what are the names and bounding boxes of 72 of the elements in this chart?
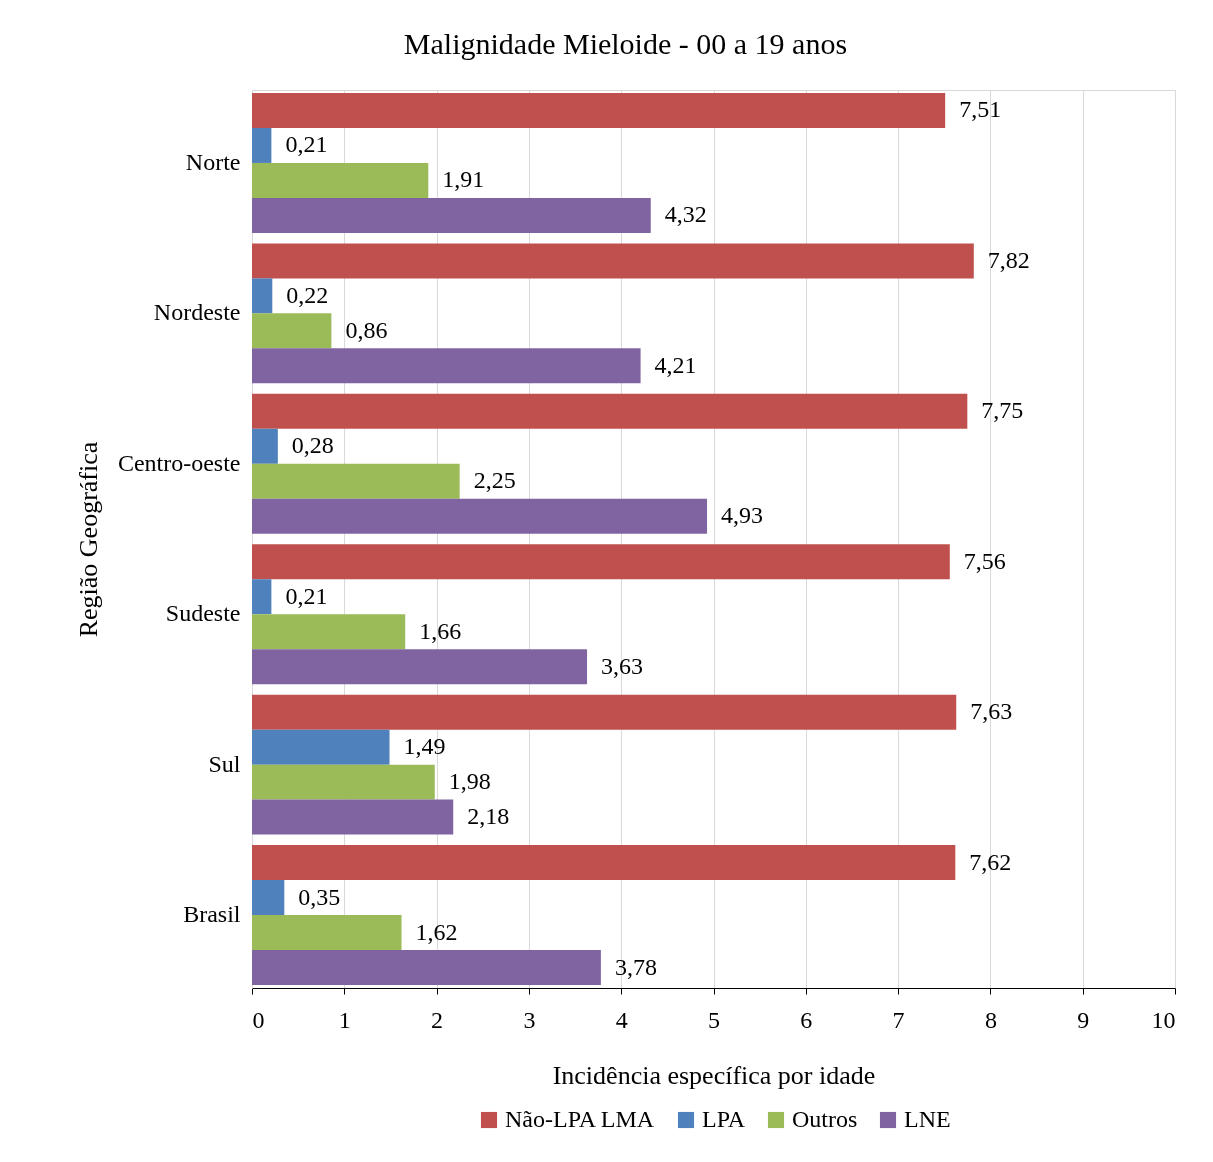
y-axis-title: Região Geográfica xyxy=(73,441,103,638)
data-label: 1,49 xyxy=(403,733,446,760)
data-label: 7,82 xyxy=(987,246,1030,273)
x-tick-label: 10 xyxy=(1151,1006,1176,1033)
bar xyxy=(252,544,950,580)
data-label: 0,22 xyxy=(286,281,329,308)
bar xyxy=(252,614,406,650)
bar xyxy=(252,579,272,615)
x-tick-label: 5 xyxy=(708,1006,720,1033)
data-label: 7,75 xyxy=(981,397,1024,424)
y-tick-label: Nordeste xyxy=(153,299,241,326)
x-axis-title: Incidência específica por idade xyxy=(552,1060,876,1090)
data-label: 4,93 xyxy=(721,502,764,529)
chart-title: Malignidade Mieloide - 00 a 19 anos xyxy=(403,27,848,60)
x-tick-label: 4 xyxy=(615,1006,628,1033)
data-label: 3,63 xyxy=(601,652,644,679)
data-label: 7,62 xyxy=(969,848,1012,875)
data-label: 1,66 xyxy=(419,617,462,644)
y-tick-label: Norte xyxy=(185,148,241,175)
y-tick-label: Centro-oeste xyxy=(117,449,241,476)
data-label: 4,32 xyxy=(664,201,707,228)
bar xyxy=(252,950,601,985)
x-tick-label: 7 xyxy=(892,1006,905,1033)
data-label: 0,86 xyxy=(345,316,388,343)
y-tick-label: Sudeste xyxy=(165,600,241,627)
data-label: 1,91 xyxy=(442,166,485,193)
legend-label: Não-LPA LMA xyxy=(505,1106,655,1132)
bar xyxy=(252,93,946,128)
x-tick-label: 6 xyxy=(800,1006,813,1033)
data-label: 7,63 xyxy=(970,698,1013,725)
data-label: 2,25 xyxy=(473,467,516,494)
x-tick-label: 0 xyxy=(252,1006,265,1033)
x-tick-label: 9 xyxy=(1077,1006,1090,1033)
bar xyxy=(252,729,390,765)
bar xyxy=(252,463,460,499)
x-tick-label: 8 xyxy=(984,1006,997,1033)
bar xyxy=(252,880,285,916)
data-label: 7,56 xyxy=(963,547,1006,574)
legend-label: Outros xyxy=(792,1106,858,1132)
bar xyxy=(252,428,278,464)
legend-label: LPA xyxy=(702,1106,746,1132)
bar xyxy=(252,799,454,835)
bar xyxy=(252,649,588,685)
bar xyxy=(252,243,974,279)
data-label: 7,51 xyxy=(959,96,1002,123)
bar xyxy=(252,127,272,163)
bar xyxy=(252,162,429,198)
data-label: 0,21 xyxy=(285,131,328,158)
y-tick-label: Brasil xyxy=(183,901,241,928)
x-tick-label: 1 xyxy=(338,1006,351,1033)
data-label: 3,78 xyxy=(614,953,657,980)
data-label: 2,18 xyxy=(467,803,510,830)
data-label: 0,35 xyxy=(298,883,341,910)
legend-label: LNE xyxy=(904,1106,951,1132)
bar xyxy=(252,313,332,349)
bar xyxy=(252,764,435,800)
bar xyxy=(252,348,641,384)
bar xyxy=(252,197,651,233)
data-label: 0,21 xyxy=(285,582,328,609)
data-label: 4,21 xyxy=(654,351,697,378)
data-label: 1,98 xyxy=(448,768,491,795)
bar xyxy=(252,845,956,881)
data-label: 1,62 xyxy=(415,918,458,945)
bar xyxy=(252,915,402,951)
bar xyxy=(252,498,708,534)
bar xyxy=(252,278,273,314)
bar xyxy=(252,393,968,429)
y-tick-label: Sul xyxy=(208,750,241,777)
x-tick-label: 2 xyxy=(431,1006,444,1033)
data-label: 0,28 xyxy=(291,432,334,459)
x-tick-label: 3 xyxy=(523,1006,536,1033)
bar xyxy=(252,694,957,730)
